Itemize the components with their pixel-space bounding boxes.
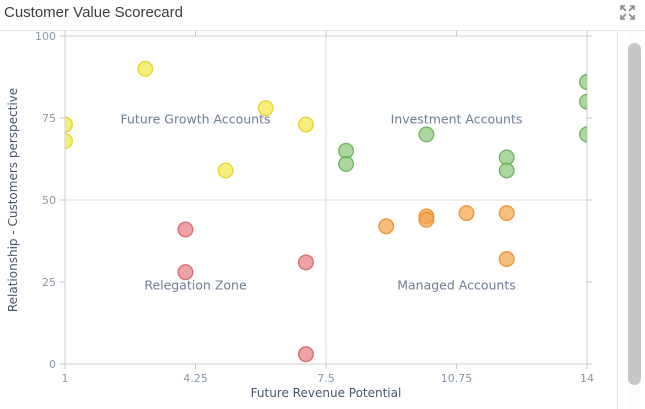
data-point[interactable] [58, 116, 73, 133]
data-point[interactable] [297, 116, 314, 133]
scrollbar-thumb[interactable] [628, 43, 641, 385]
data-point[interactable] [338, 155, 355, 172]
data-point[interactable] [418, 126, 435, 143]
y-tick-label: 75 [42, 112, 56, 125]
x-tick-label: 4.25 [183, 372, 208, 385]
quadrant-label: Relegation Zone [144, 277, 247, 292]
data-point[interactable] [579, 126, 595, 143]
quadrant-label: Managed Accounts [397, 277, 516, 292]
y-tick-label: 0 [49, 358, 56, 371]
scatter-chart: 1 4.25 7.5 10.75 14 0 25 50 75 100 Future Revenue … [0, 31, 620, 409]
data-point[interactable] [58, 132, 73, 149]
data-point[interactable] [297, 254, 314, 271]
data-point[interactable] [217, 162, 234, 179]
series-future-growth-accounts [58, 60, 314, 179]
panel-right-border [617, 31, 618, 409]
data-point[interactable] [498, 149, 515, 166]
expand-arrow [628, 13, 635, 20]
expand-icon[interactable] [619, 4, 636, 21]
data-point[interactable] [498, 251, 515, 268]
quadrant-label: Investment Accounts [391, 112, 523, 127]
data-point[interactable] [297, 346, 314, 363]
data-point[interactable] [458, 205, 475, 222]
y-tick-label: 100 [35, 31, 56, 43]
x-tick-label: 1 [62, 372, 69, 385]
data-point[interactable] [579, 93, 595, 110]
expand-arrow [628, 5, 635, 12]
series-investment-accounts [338, 73, 595, 179]
x-tick-label: 10.75 [441, 372, 473, 385]
panel-title: Customer Value Scorecard [4, 4, 183, 21]
series-managed-accounts [378, 205, 515, 268]
data-point[interactable] [177, 264, 194, 281]
panel-header: Customer Value Scorecard [0, 0, 645, 31]
data-point[interactable] [498, 162, 515, 179]
data-point[interactable] [378, 218, 395, 235]
expand-arrow [620, 5, 627, 12]
y-axis-title: Relationship - Customers perspective [6, 88, 20, 312]
x-tick-label: 7.5 [317, 372, 335, 385]
data-point[interactable] [177, 221, 194, 238]
scrollbar-track[interactable] [628, 31, 641, 409]
x-tick-label: 14 [580, 372, 594, 385]
series-relegation-zone [177, 221, 314, 363]
data-point[interactable] [338, 142, 355, 159]
x-axis-title: Future Revenue Potential [251, 386, 402, 400]
data-point[interactable] [257, 100, 274, 117]
data-point[interactable] [137, 60, 154, 77]
data-point[interactable] [579, 73, 595, 90]
data-point[interactable] [498, 205, 515, 222]
expand-arrow [620, 13, 627, 20]
y-tick-label: 50 [42, 194, 56, 207]
quadrant-label: Future Growth Accounts [121, 112, 271, 127]
data-point[interactable] [418, 211, 435, 228]
y-tick-label: 25 [42, 276, 56, 289]
